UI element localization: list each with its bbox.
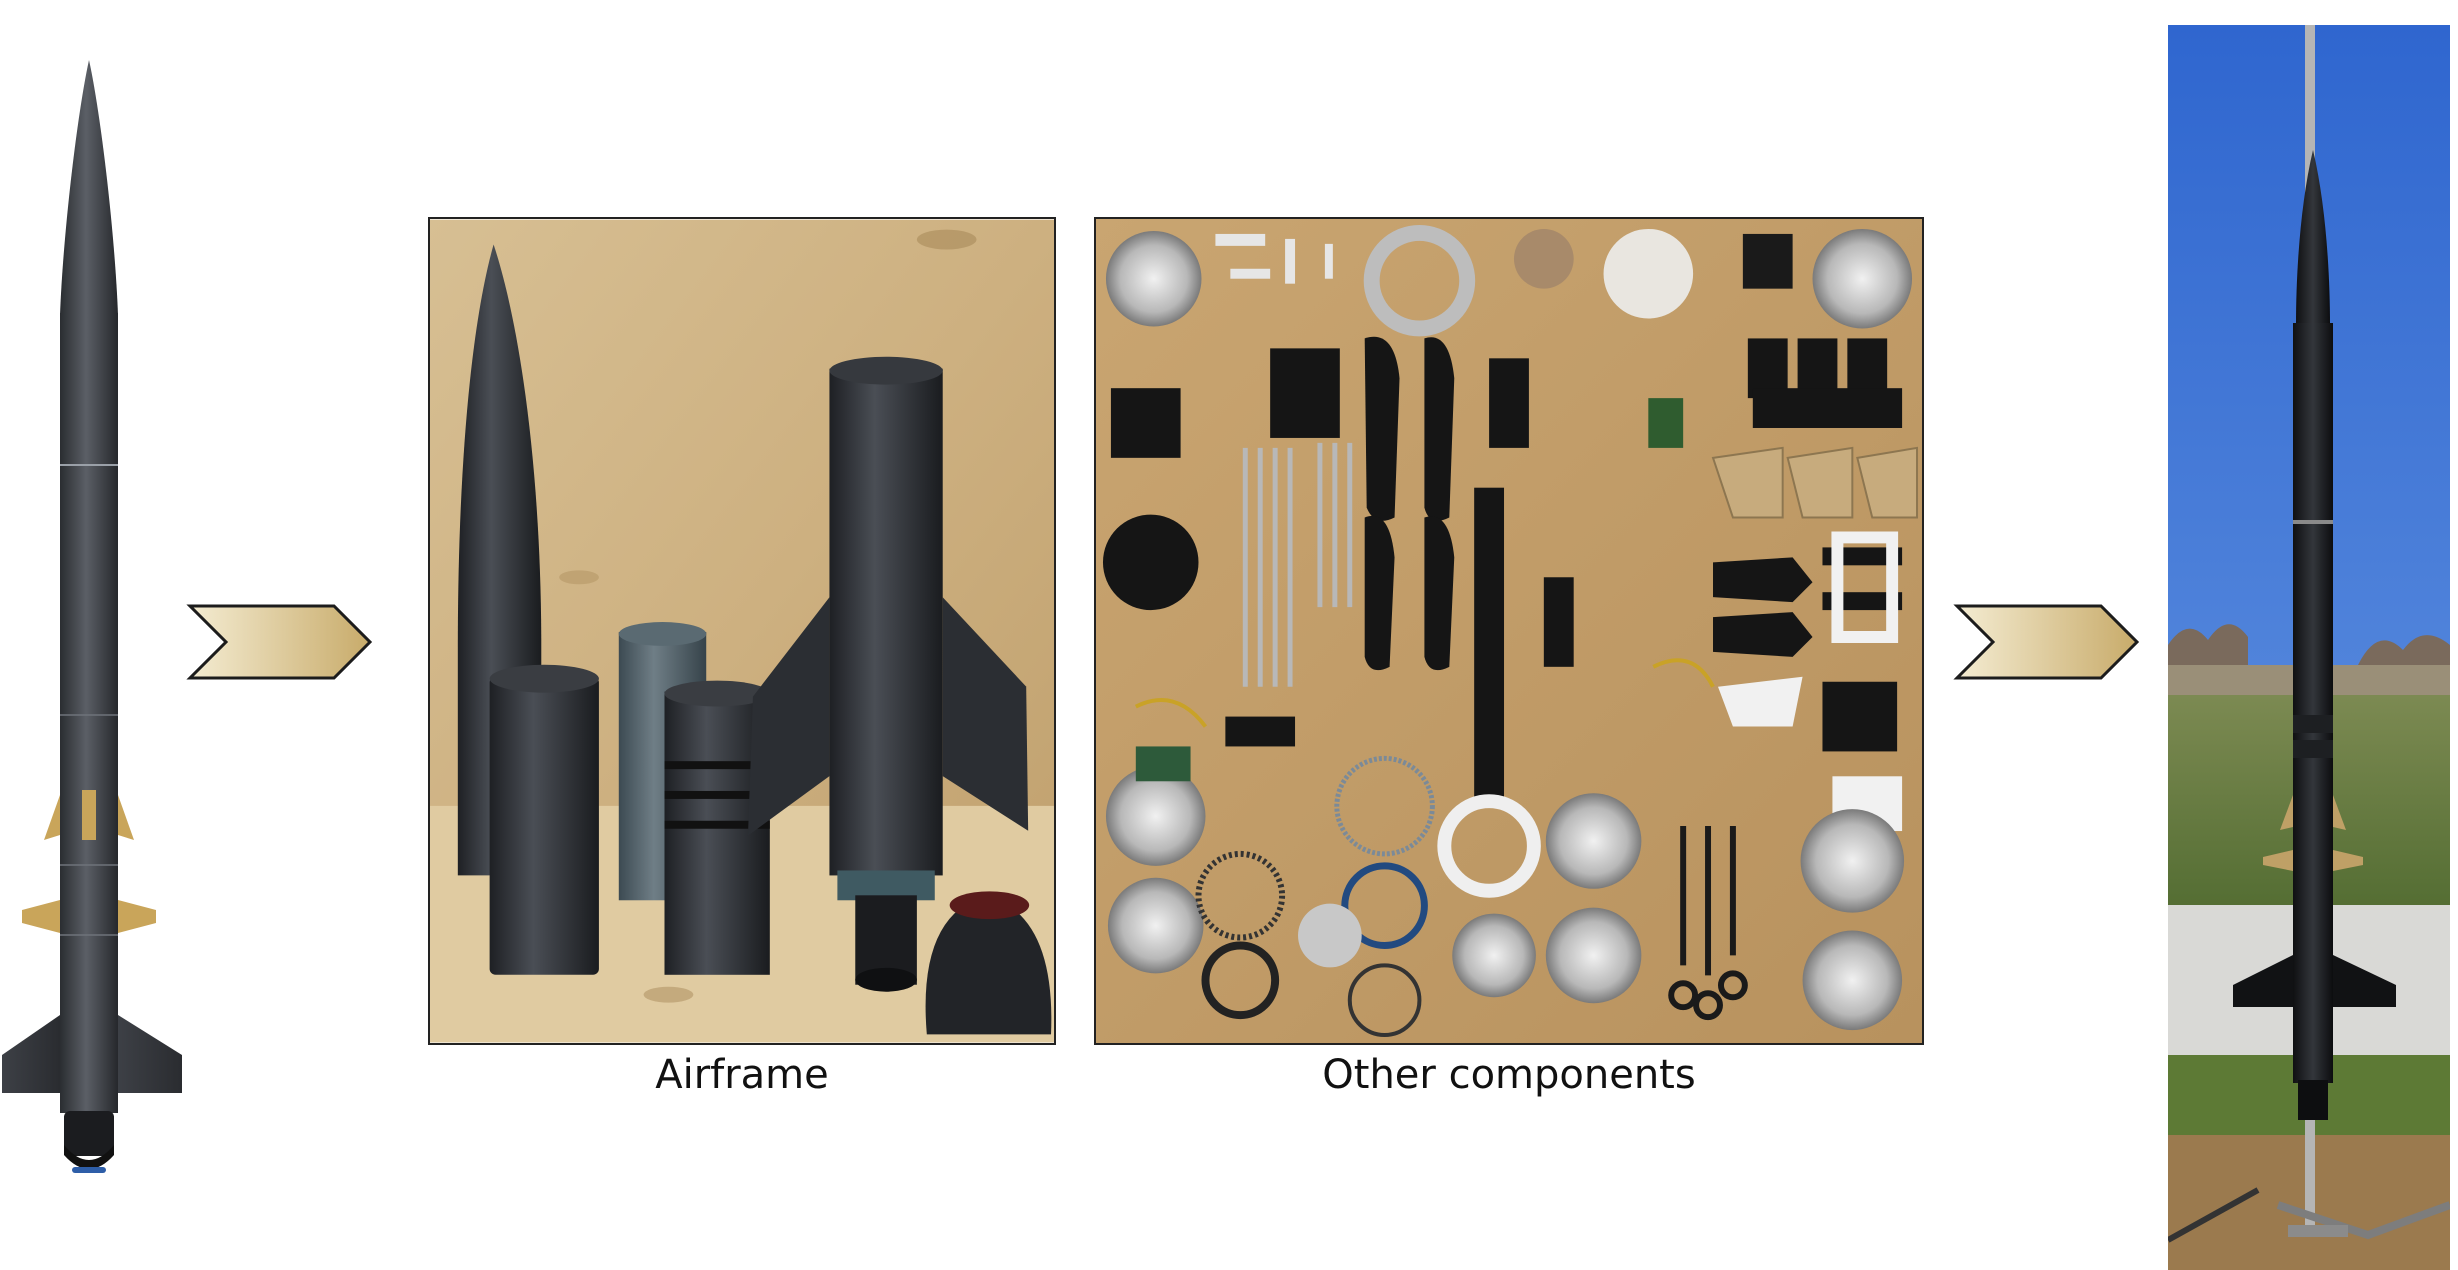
chevron-arrow-icon xyxy=(186,604,373,680)
components-flatlay-photo xyxy=(1094,217,1924,1045)
rocket-on-launch-rail-photo xyxy=(2168,25,2450,1270)
components-caption: Other components xyxy=(1322,1052,1696,1098)
airframe-caption: Airframe xyxy=(655,1052,829,1098)
rocket-cad-render xyxy=(2,60,182,1173)
chevron-arrow-icon xyxy=(1953,604,2140,680)
airframe-parts-photo xyxy=(428,217,1056,1045)
